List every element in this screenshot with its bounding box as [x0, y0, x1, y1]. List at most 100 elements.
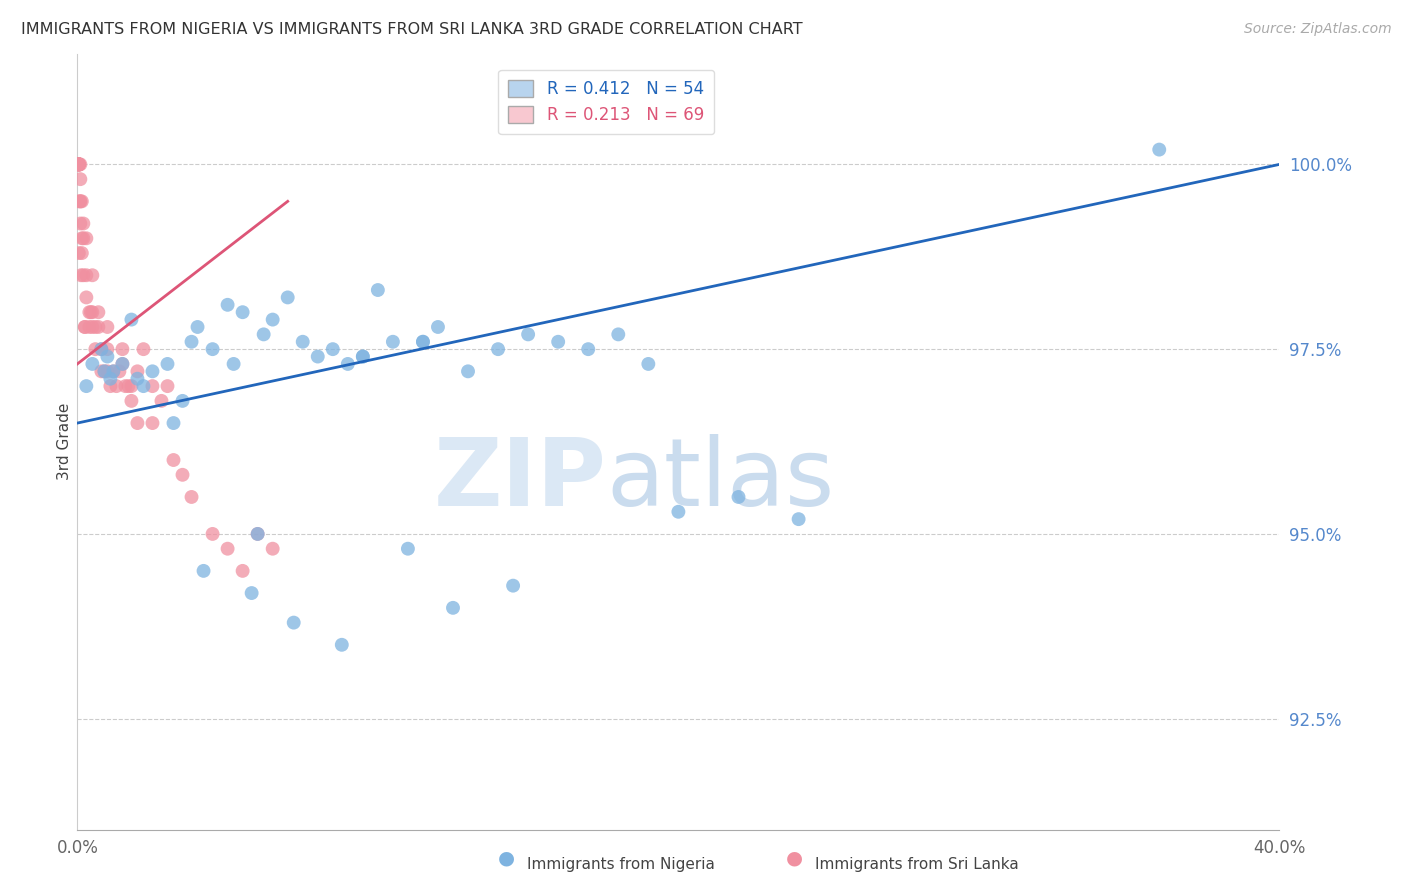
- Point: [70, 231, 93, 245]
- Point: [67, 157, 90, 171]
- Point: [100, 379, 122, 393]
- Point: [79, 305, 101, 319]
- Point: [127, 364, 149, 378]
- Point: [222, 357, 245, 371]
- Point: [262, 541, 284, 556]
- Point: [412, 334, 434, 349]
- Point: [117, 379, 139, 393]
- Point: [70, 246, 93, 260]
- Point: [67, 157, 90, 171]
- Point: [75, 268, 97, 283]
- Point: [82, 357, 104, 371]
- Text: ZIP: ZIP: [433, 434, 606, 526]
- Point: [127, 416, 149, 430]
- Point: [253, 327, 276, 342]
- Point: [93, 364, 115, 378]
- Point: [70, 268, 93, 283]
- Point: [457, 364, 479, 378]
- Point: [246, 527, 269, 541]
- Point: [217, 541, 239, 556]
- Text: IMMIGRANTS FROM NIGERIA VS IMMIGRANTS FROM SRI LANKA 3RD GRADE CORRELATION CHART: IMMIGRANTS FROM NIGERIA VS IMMIGRANTS FR…: [21, 22, 803, 37]
- Point: [132, 379, 155, 393]
- Point: [352, 350, 374, 364]
- Point: [67, 246, 90, 260]
- Point: [120, 393, 142, 408]
- Point: [367, 283, 389, 297]
- Point: [132, 342, 155, 356]
- Point: [67, 157, 90, 171]
- Point: [156, 357, 179, 371]
- Point: [84, 342, 107, 356]
- Point: [120, 379, 142, 393]
- Point: [90, 364, 112, 378]
- Y-axis label: 3rd Grade: 3rd Grade: [56, 403, 72, 480]
- Point: [111, 342, 134, 356]
- Point: [67, 157, 90, 171]
- Text: atlas: atlas: [606, 434, 835, 526]
- Legend: R = 0.412   N = 54, R = 0.213   N = 69: R = 0.412 N = 54, R = 0.213 N = 69: [499, 70, 714, 135]
- Point: [69, 194, 91, 209]
- Point: [69, 157, 91, 171]
- Point: [141, 379, 163, 393]
- Point: [396, 541, 419, 556]
- Point: [82, 268, 104, 283]
- Point: [111, 357, 134, 371]
- Point: [180, 334, 202, 349]
- Point: [352, 350, 374, 364]
- Point: [727, 490, 749, 504]
- Point: [100, 372, 122, 386]
- Point: [67, 157, 90, 171]
- Point: [412, 334, 434, 349]
- Point: [607, 327, 630, 342]
- Text: Source: ZipAtlas.com: Source: ZipAtlas.com: [1244, 22, 1392, 37]
- Point: [90, 342, 112, 356]
- Point: [69, 172, 91, 186]
- Point: [668, 505, 690, 519]
- Point: [502, 579, 524, 593]
- Point: [80, 305, 103, 319]
- Point: [108, 364, 131, 378]
- Point: [307, 350, 329, 364]
- Point: [67, 157, 90, 171]
- Point: [427, 320, 450, 334]
- Point: [67, 157, 90, 171]
- Point: [201, 342, 224, 356]
- Point: [87, 320, 110, 334]
- Text: Immigrants from Sri Lanka: Immigrants from Sri Lanka: [815, 857, 1019, 872]
- Point: [246, 527, 269, 541]
- Point: [73, 320, 96, 334]
- Point: [96, 320, 118, 334]
- Point: [283, 615, 305, 630]
- Point: [90, 342, 112, 356]
- Point: [217, 298, 239, 312]
- Point: [82, 305, 104, 319]
- Point: [232, 564, 254, 578]
- Point: [141, 416, 163, 430]
- Point: [441, 600, 464, 615]
- Point: [336, 357, 359, 371]
- Point: [1149, 143, 1171, 157]
- Point: [193, 564, 215, 578]
- Point: [67, 157, 90, 171]
- Point: [103, 364, 125, 378]
- Point: [75, 231, 97, 245]
- Point: [120, 312, 142, 326]
- Point: [82, 320, 104, 334]
- Point: [141, 364, 163, 378]
- Point: [322, 342, 344, 356]
- Point: [75, 290, 97, 304]
- Point: [291, 334, 314, 349]
- Point: [330, 638, 353, 652]
- Point: [162, 416, 184, 430]
- Point: [96, 350, 118, 364]
- Point: [67, 157, 90, 171]
- Point: [486, 342, 509, 356]
- Point: [67, 194, 90, 209]
- Point: [93, 364, 115, 378]
- Point: [201, 527, 224, 541]
- Point: [156, 379, 179, 393]
- Point: [240, 586, 263, 600]
- Point: [87, 305, 110, 319]
- Point: [69, 217, 91, 231]
- Point: [73, 320, 96, 334]
